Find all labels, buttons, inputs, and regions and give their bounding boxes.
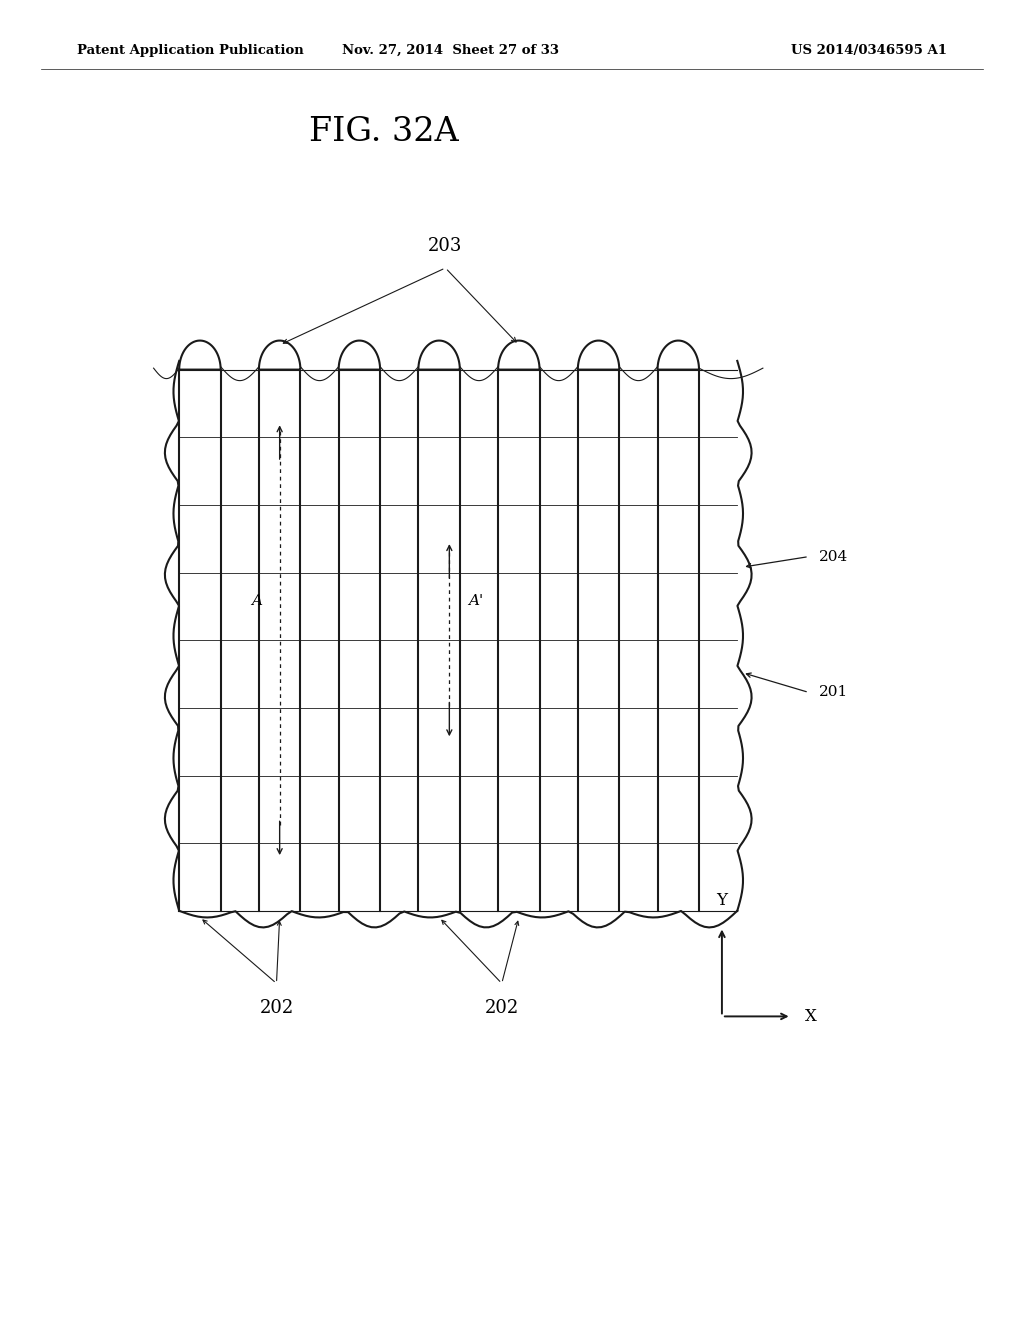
Bar xyxy=(179,370,737,911)
Text: FIG. 32A: FIG. 32A xyxy=(309,116,459,148)
Text: A': A' xyxy=(468,594,483,607)
Text: A: A xyxy=(252,594,262,607)
Text: 204: 204 xyxy=(819,549,849,564)
Polygon shape xyxy=(259,341,300,370)
Text: Nov. 27, 2014  Sheet 27 of 33: Nov. 27, 2014 Sheet 27 of 33 xyxy=(342,44,559,57)
Polygon shape xyxy=(578,341,620,370)
Polygon shape xyxy=(419,341,460,370)
Text: 203: 203 xyxy=(428,236,463,255)
Polygon shape xyxy=(179,341,220,370)
Text: 202: 202 xyxy=(259,999,294,1018)
Text: Patent Application Publication: Patent Application Publication xyxy=(77,44,303,57)
Text: X: X xyxy=(805,1008,817,1024)
Text: Y: Y xyxy=(717,892,727,909)
Text: 202: 202 xyxy=(484,999,519,1018)
Polygon shape xyxy=(339,341,380,370)
Text: 201: 201 xyxy=(819,685,849,700)
Polygon shape xyxy=(657,341,699,370)
Text: US 2014/0346595 A1: US 2014/0346595 A1 xyxy=(792,44,947,57)
Polygon shape xyxy=(498,341,540,370)
